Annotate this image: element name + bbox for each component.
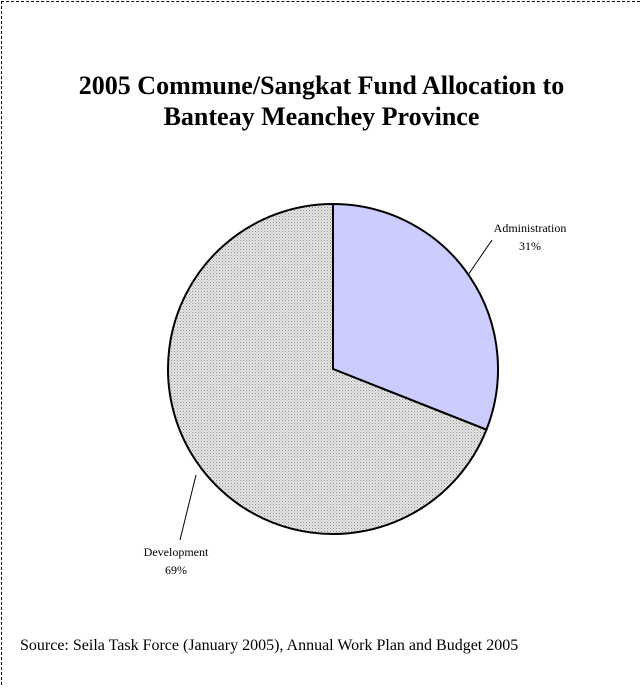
leader-lines bbox=[179, 239, 493, 541]
chart-title: 2005 Commune/Sangkat Fund Allocation to … bbox=[0, 70, 643, 132]
leader-line-development bbox=[179, 474, 197, 541]
pie-slice-administration bbox=[332, 202, 499, 432]
slice-value-administration: 31% bbox=[519, 239, 541, 253]
chart-title-line-1: 2005 Commune/Sangkat Fund Allocation to bbox=[78, 71, 565, 100]
source-note: Source: Seila Task Force (January 2005),… bbox=[20, 637, 519, 654]
pie-slices bbox=[167, 202, 499, 535]
slice-value-development: 69% bbox=[165, 563, 187, 577]
slice-labels: Administration 31% Development 69% bbox=[144, 221, 567, 577]
pie-slice-development bbox=[167, 202, 488, 535]
slice-label-administration: Administration bbox=[494, 221, 567, 235]
chart-title-line-2: Banteay Meanchey Province bbox=[163, 102, 480, 131]
slice-label-development: Development bbox=[144, 545, 209, 559]
leader-line-administration bbox=[467, 239, 493, 276]
